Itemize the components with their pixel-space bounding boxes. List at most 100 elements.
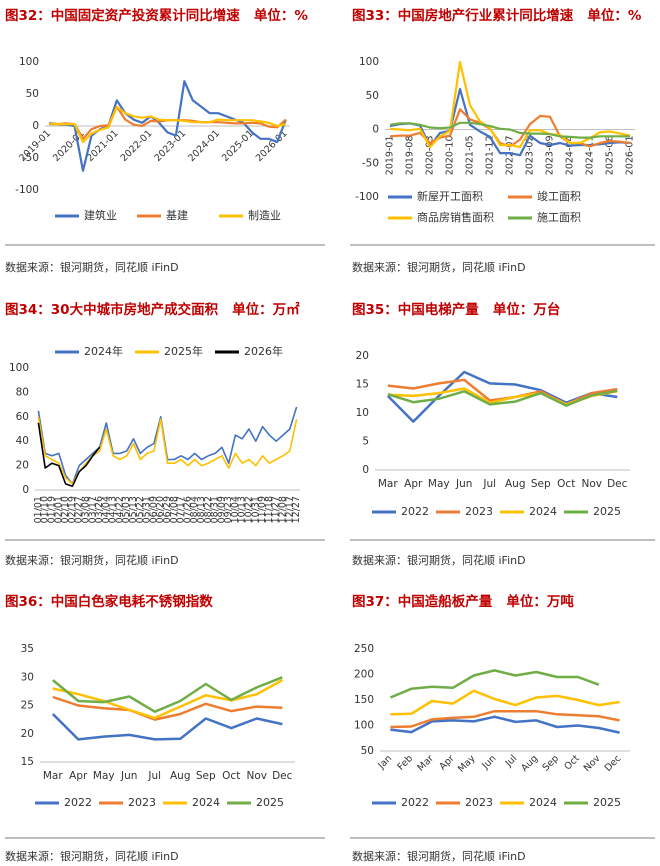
chart-title: 图34：30大中城市房地产成交面积 单位：万㎡	[5, 301, 300, 318]
series-line	[51, 713, 283, 741]
chart-title: 图33：中国房地产行业累计同比增速 单位：%	[352, 7, 642, 24]
x-tick-label: 2019-08	[405, 136, 416, 176]
y-tick-label: 20	[356, 350, 369, 362]
x-tick-label: Aug	[505, 478, 526, 490]
y-tick-label: 200	[354, 669, 374, 681]
x-tick-label: Dec	[607, 478, 628, 490]
x-tick-label: 01/10	[40, 496, 51, 523]
x-tick-label: 12/17	[284, 496, 295, 523]
x-tick-label: 2024-04	[565, 136, 576, 176]
y-tick-label: 250	[354, 643, 374, 655]
series-line	[37, 422, 101, 488]
x-tick-label: 11/09	[257, 496, 268, 523]
x-tick-label: 05/03	[121, 496, 132, 523]
x-tick-label: Jun	[455, 478, 472, 490]
y-tick-label: 0	[22, 484, 29, 496]
x-tick-label: Aug	[519, 753, 540, 774]
x-tick-label: Sep	[541, 753, 561, 773]
series-line	[49, 80, 287, 172]
x-tick-label: 06/20	[155, 496, 166, 523]
y-tick-label: 5	[362, 436, 369, 448]
source-note: 数据来源：银河期货，同花顺 iFinD	[352, 553, 526, 567]
x-tick-label: Oct	[557, 478, 575, 490]
series-line	[389, 60, 631, 149]
source-note: 数据来源：银河期货，同花顺 iFinD	[352, 260, 526, 274]
x-tick-label: 09/23	[223, 496, 234, 523]
x-tick-label: 03/17	[87, 496, 98, 523]
x-tick-label: Sep	[196, 770, 216, 782]
x-tick-label: 2021-05	[465, 136, 476, 176]
y-tick-label: 0	[362, 464, 369, 476]
x-tick-label: 05/31	[142, 496, 153, 523]
y-tick-label: 30	[21, 671, 34, 683]
x-tick-label: 04/22	[114, 496, 125, 523]
x-tick-label: May	[456, 753, 478, 775]
y-tick-label: 60	[16, 411, 29, 423]
x-tick-label: 04/13	[108, 496, 119, 523]
x-tick-label: 11/18	[264, 496, 275, 523]
y-tick-label: 80	[16, 386, 29, 398]
y-tick-label: 20	[16, 460, 29, 472]
y-tick-label: 100	[19, 56, 39, 68]
x-tick-label: 04/04	[101, 496, 112, 523]
x-tick-label: 12/08	[278, 496, 289, 523]
x-tick-label: 08/04	[189, 496, 200, 523]
x-tick-label: 10/13	[237, 496, 248, 523]
legend-label: 商品房销售面积	[417, 210, 494, 224]
source-note: 数据来源：银河期货，同花顺 iFinD	[5, 849, 179, 863]
x-tick-label: 2022-07	[505, 136, 516, 176]
y-tick-label: -50	[362, 157, 379, 169]
legend-label: 2024	[192, 796, 220, 809]
x-tick-label: Dec	[272, 770, 293, 782]
legend-label: 2026年	[244, 344, 283, 358]
x-tick-label: 10/31	[250, 496, 261, 523]
x-tick-label: 10/04	[230, 496, 241, 523]
x-tick-label: 12/27	[291, 496, 302, 523]
y-tick-label: 50	[361, 745, 374, 757]
series-line	[387, 389, 618, 407]
series-line	[389, 108, 631, 148]
y-tick-label: 25	[21, 700, 34, 712]
x-tick-label: 07/26	[182, 496, 193, 523]
x-tick-label: 07/08	[169, 496, 180, 523]
x-tick-label: 2020-10	[445, 136, 456, 176]
series-line	[389, 121, 630, 139]
x-tick-label: Jun	[120, 770, 137, 782]
x-tick-label: Dec	[603, 753, 624, 774]
legend-label: 2025	[256, 796, 284, 809]
y-tick-label: 100	[354, 720, 374, 732]
legend-label: 2025	[593, 796, 621, 809]
y-tick-label: 20	[21, 728, 34, 740]
source-note: 数据来源：银河期货，同花顺 iFinD	[5, 553, 179, 567]
x-tick-label: 11/27	[271, 496, 282, 523]
series-line	[49, 105, 287, 144]
legend-label: 建筑业	[84, 208, 117, 222]
x-tick-label: 03/26	[94, 496, 105, 523]
x-tick-label: Nov	[582, 753, 603, 774]
series-line	[52, 679, 283, 720]
x-tick-label: 2019-01	[385, 136, 396, 176]
x-tick-label: 05/13	[128, 496, 139, 523]
x-tick-label: 2025-06	[605, 136, 616, 176]
legend-label: 2023	[128, 796, 156, 809]
series-line	[389, 669, 600, 699]
legend-label: 2022	[401, 796, 429, 809]
y-tick-label: 150	[354, 694, 374, 706]
legend-label: 2024	[529, 505, 557, 518]
legend-label: 2025	[593, 505, 621, 518]
x-tick-label: 08/31	[210, 496, 221, 523]
legend-label: 2023	[465, 796, 493, 809]
legend-label: 2022	[64, 796, 92, 809]
x-tick-label: Jul	[147, 770, 161, 782]
y-tick-label: 50	[26, 88, 39, 100]
x-tick-label: 2024-11	[585, 136, 596, 176]
x-tick-label: 02/01	[53, 496, 64, 523]
x-tick-label: Apr	[69, 770, 88, 782]
y-tick-label: 0	[32, 120, 39, 132]
chart-title: 图36：中国白色家电耗不锈钢指数	[5, 593, 213, 610]
x-tick-label: Jul	[503, 753, 520, 770]
y-tick-label: 40	[16, 435, 29, 447]
legend-label: 制造业	[248, 208, 281, 222]
legend-label: 2023	[465, 505, 493, 518]
